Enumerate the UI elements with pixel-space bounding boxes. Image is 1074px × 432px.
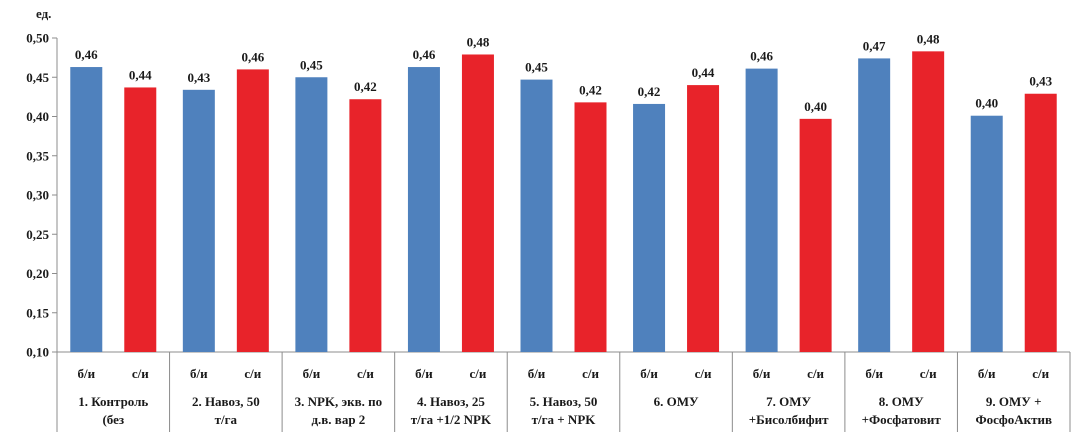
bar xyxy=(236,69,269,353)
data-label: 0,46 xyxy=(413,47,436,62)
data-label: 0,40 xyxy=(975,96,998,111)
bar xyxy=(858,58,891,352)
sub-category-label: б/и xyxy=(640,366,658,381)
category-label: 5. Навоз, 50 xyxy=(530,394,598,409)
y-tick-label: 0,20 xyxy=(26,266,49,281)
bar xyxy=(295,77,328,352)
bar xyxy=(745,68,778,353)
bar xyxy=(1024,93,1057,353)
sub-category-label: с/и xyxy=(132,366,149,381)
category-label: 1. Контроль xyxy=(78,394,148,409)
sub-category-label: с/и xyxy=(695,366,712,381)
data-label: 0,44 xyxy=(129,67,152,82)
bar xyxy=(349,99,382,352)
data-label: 0,44 xyxy=(692,65,715,80)
category-label: 8. ОМУ xyxy=(879,394,924,409)
bar xyxy=(970,115,1003,352)
y-tick-label: 0,45 xyxy=(26,70,49,85)
data-label: 0,45 xyxy=(525,60,548,75)
category-label: 3. NPK, экв. по xyxy=(295,394,383,409)
data-label: 0,48 xyxy=(917,31,940,46)
data-label: 0,40 xyxy=(804,99,827,114)
category-label: ФосфоАктив xyxy=(975,412,1052,427)
data-label: 0,46 xyxy=(750,49,773,64)
sub-category-label: б/и xyxy=(865,366,883,381)
y-tick-label: 0,50 xyxy=(26,31,49,46)
sub-category-label: б/и xyxy=(303,366,321,381)
sub-category-label: б/и xyxy=(753,366,771,381)
category-label: 6. ОМУ xyxy=(654,394,699,409)
bar xyxy=(407,67,440,353)
sub-category-label: б/и xyxy=(415,366,433,381)
sub-category-label: с/и xyxy=(807,366,824,381)
sub-category-label: с/и xyxy=(244,366,261,381)
sub-category-label: с/и xyxy=(470,366,487,381)
bar xyxy=(633,103,666,352)
labels-layer: 0,46 б/и 0,44 с/и 1. Контроль (без 0,43 б/и 0,46… xyxy=(75,31,1053,427)
category-label: (без xyxy=(102,412,124,427)
data-label: 0,42 xyxy=(638,84,661,99)
sub-category-label: б/и xyxy=(77,366,95,381)
bar xyxy=(687,85,720,352)
sub-category-label: с/и xyxy=(357,366,374,381)
category-label: т/га + NPK xyxy=(532,412,597,427)
sub-category-label: б/и xyxy=(190,366,208,381)
category-label: т/га +1/2 NPK xyxy=(411,412,492,427)
sub-category-label: с/и xyxy=(582,366,599,381)
category-label: т/га xyxy=(215,412,238,427)
category-label: 4. Навоз, 25 xyxy=(417,394,485,409)
y-axis-title: ед. xyxy=(36,6,51,21)
data-label: 0,46 xyxy=(241,49,264,64)
data-label: 0,43 xyxy=(187,70,210,85)
sub-category-label: б/и xyxy=(528,366,546,381)
category-label: 2. Навоз, 50 xyxy=(192,394,260,409)
y-tick-label: 0,10 xyxy=(26,345,49,360)
data-label: 0,45 xyxy=(300,57,323,72)
bar xyxy=(70,67,103,353)
sub-category-label: с/и xyxy=(920,366,937,381)
y-tick-label: 0,25 xyxy=(26,227,49,242)
bar xyxy=(461,54,494,353)
category-label: 7. ОМУ xyxy=(766,394,811,409)
category-label: 9. ОМУ + xyxy=(986,394,1042,409)
bars-layer xyxy=(70,51,1057,353)
data-label: 0,46 xyxy=(75,47,98,62)
category-label: +Фосфатовит xyxy=(862,412,942,427)
data-label: 0,42 xyxy=(354,79,377,94)
axes: 0,10 0,15 0,20 0,25 0,30 0,35 0,40 0,45 0,50 xyxy=(26,31,1071,432)
y-tick-label: 0,30 xyxy=(26,188,49,203)
y-tick-label: 0,35 xyxy=(26,148,49,163)
sub-category-label: с/и xyxy=(1032,366,1049,381)
data-label: 0,43 xyxy=(1029,74,1052,89)
bar xyxy=(574,102,607,353)
bar xyxy=(124,87,157,352)
data-label: 0,47 xyxy=(863,38,886,53)
data-label: 0,48 xyxy=(467,34,490,49)
bar xyxy=(520,79,553,352)
bar xyxy=(912,51,945,352)
sub-category-label: б/и xyxy=(978,366,996,381)
category-label: +Бисолбифит xyxy=(749,412,829,427)
data-label: 0,42 xyxy=(579,82,602,97)
category-label: д.в. вар 2 xyxy=(311,412,365,427)
bar xyxy=(182,89,215,352)
bar xyxy=(799,118,832,352)
y-tick-label: 0,15 xyxy=(26,305,49,320)
y-tick-label: 0,40 xyxy=(26,109,49,124)
